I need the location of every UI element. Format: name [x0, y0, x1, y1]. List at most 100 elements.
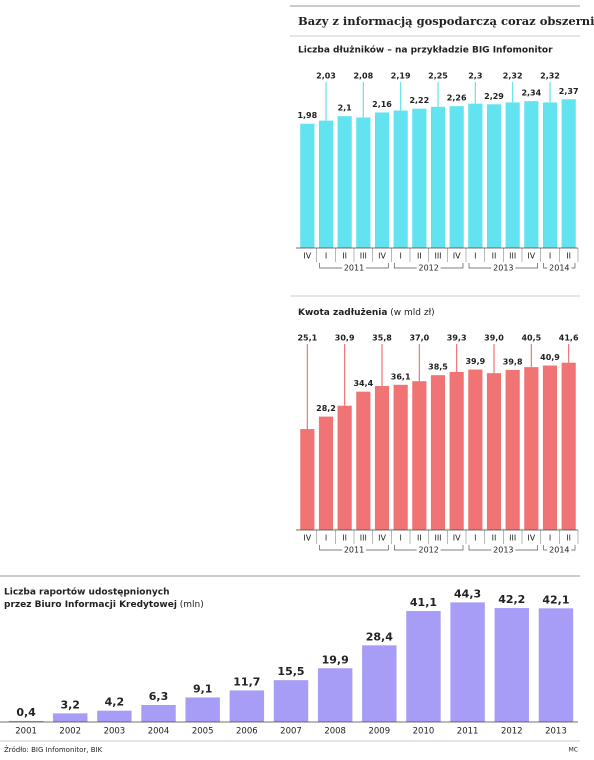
- x-tick-label: 2004: [148, 727, 170, 737]
- bar: [300, 123, 315, 248]
- value-label: 41,1: [410, 596, 437, 609]
- bar: [273, 680, 309, 722]
- bar: [318, 120, 334, 248]
- bar: [542, 365, 558, 530]
- x-tick-label: 2013: [545, 727, 567, 737]
- value-label: 19,9: [322, 653, 349, 666]
- group-label-bg: [342, 545, 366, 555]
- value-label: 9,1: [193, 682, 213, 695]
- bar: [317, 668, 353, 722]
- value-label: 2,1: [338, 104, 353, 113]
- bar: [468, 369, 483, 530]
- value-label: 34,4: [353, 379, 373, 388]
- bar: [505, 102, 520, 249]
- group-label-bg: [547, 545, 572, 555]
- value-label: 28,4: [366, 630, 393, 643]
- bar: [450, 602, 485, 722]
- bar: [449, 371, 464, 530]
- bar: [430, 375, 446, 530]
- value-label: 28,2: [316, 404, 336, 413]
- x-tick-label: IV: [453, 534, 461, 543]
- bar: [542, 102, 558, 249]
- bar: [430, 106, 446, 248]
- value-label: 38,5: [428, 363, 448, 372]
- x-tick-label: IV: [378, 252, 386, 261]
- bar: [337, 116, 352, 248]
- value-label: 2,19: [391, 72, 411, 81]
- value-label: 2,08: [353, 72, 373, 81]
- bar: [362, 645, 397, 722]
- group-label: 2013: [493, 546, 513, 555]
- x-tick-label: I: [549, 534, 551, 543]
- value-label: 25,1: [297, 334, 317, 343]
- x-tick-label: 2010: [413, 727, 435, 737]
- bar: [337, 405, 352, 530]
- x-tick-label: 2001: [15, 727, 37, 737]
- bar: [406, 611, 441, 722]
- x-tick-label: I: [399, 534, 401, 543]
- chart-title: Liczba raportów udostępnionych: [4, 587, 169, 598]
- x-tick-label: IV: [303, 252, 311, 261]
- value-label: 39,3: [447, 334, 467, 343]
- group-label-bg: [416, 263, 441, 273]
- value-label: 35,8: [372, 334, 392, 343]
- group-label-bg: [491, 545, 516, 555]
- bar: [561, 99, 576, 248]
- x-tick-label: IV: [303, 534, 311, 543]
- value-label: 2,16: [372, 100, 392, 109]
- x-tick-label: III: [434, 252, 441, 261]
- group-label-bg: [491, 263, 516, 273]
- x-tick-label: II: [417, 534, 422, 543]
- chart-title: przez Biuro Informacji Kredytowej (mln): [4, 600, 204, 610]
- x-tick-label: 2002: [59, 727, 81, 737]
- bar: [318, 416, 334, 530]
- value-label: 0,4: [16, 706, 36, 719]
- value-label: 41,6: [559, 334, 579, 343]
- bar: [486, 104, 502, 248]
- value-label: 40,5: [521, 334, 541, 343]
- bar: [538, 608, 574, 722]
- bar: [8, 720, 44, 722]
- credit: MC: [569, 747, 578, 754]
- x-tick-label: I: [325, 252, 327, 261]
- x-tick-label: III: [360, 534, 367, 543]
- group-label-bg: [547, 263, 572, 273]
- bar: [53, 713, 88, 722]
- group-label: 2012: [418, 546, 438, 555]
- value-label: 36,1: [391, 372, 411, 381]
- bar: [486, 373, 502, 530]
- bar: [468, 103, 483, 248]
- chart-title: Liczba dłużników – na przykładzie BIG In…: [298, 45, 553, 56]
- x-tick-label: I: [474, 534, 476, 543]
- x-tick-label: III: [360, 252, 367, 261]
- x-tick-label: IV: [378, 534, 386, 543]
- x-tick-label: 2003: [104, 727, 126, 737]
- bar: [412, 381, 427, 530]
- x-tick-label: II: [342, 534, 347, 543]
- x-tick-label: II: [566, 534, 571, 543]
- x-tick-label: 2011: [457, 727, 479, 737]
- x-tick-label: 2008: [324, 727, 346, 737]
- bar: [356, 391, 371, 530]
- bar: [356, 117, 371, 248]
- value-label: 39,9: [465, 357, 485, 366]
- x-tick-label: 2009: [368, 727, 390, 737]
- value-label: 2,32: [503, 72, 523, 81]
- value-label: 2,03: [316, 72, 336, 81]
- bar: [393, 110, 408, 248]
- x-tick-label: III: [434, 534, 441, 543]
- x-tick-label: I: [474, 252, 476, 261]
- x-tick-label: I: [549, 252, 551, 261]
- value-label: 2,26: [447, 94, 467, 103]
- group-label: 2014: [549, 264, 569, 273]
- group-label: 2012: [418, 264, 438, 273]
- bar: [300, 429, 315, 530]
- x-tick-label: 2005: [192, 727, 214, 737]
- x-tick-label: II: [492, 534, 497, 543]
- value-label: 2,22: [409, 96, 429, 105]
- value-label: 2,25: [428, 72, 448, 81]
- value-label: 11,7: [233, 675, 260, 688]
- x-tick-label: II: [342, 252, 347, 261]
- main-title: Bazy z informacją gospodarczą coraz obsz…: [298, 14, 594, 28]
